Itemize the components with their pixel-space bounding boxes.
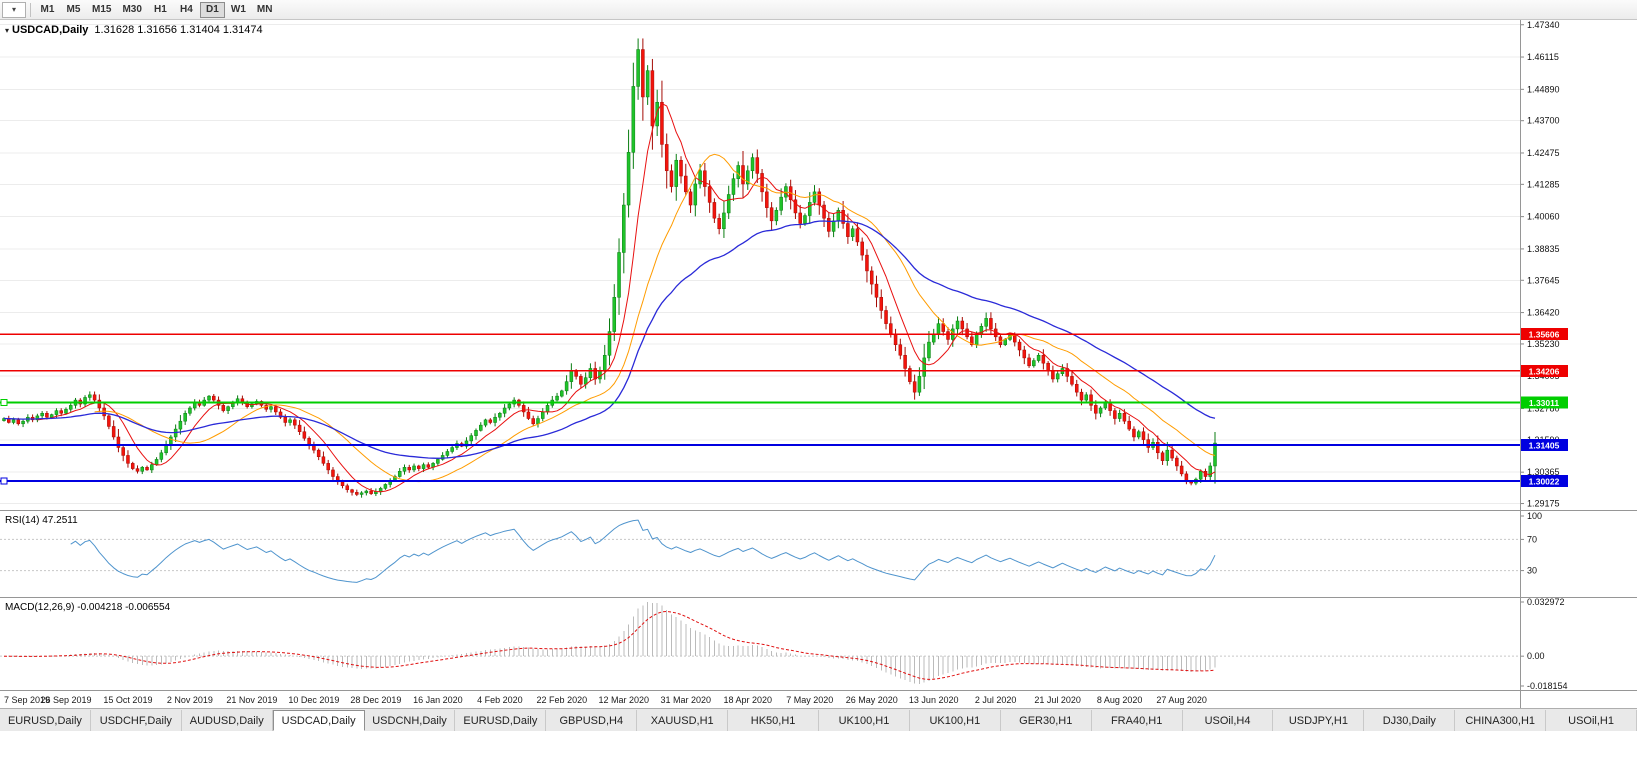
date-label: 8 Aug 2020 [1097, 695, 1143, 705]
svg-text:1.42475: 1.42475 [1527, 148, 1560, 158]
svg-text:1.30022: 1.30022 [1529, 477, 1560, 487]
svg-text:1.47340: 1.47340 [1527, 20, 1560, 30]
date-label: 2 Nov 2019 [167, 695, 213, 705]
price-tag [1520, 475, 1568, 488]
price-tag [1520, 396, 1568, 409]
svg-text:1.30365: 1.30365 [1527, 467, 1560, 477]
line-handle [0, 477, 8, 485]
ma-line-20 [94, 153, 1216, 483]
date-label: 7 May 2020 [786, 695, 833, 705]
ma-line-8 [37, 103, 1216, 493]
svg-text:1.46115: 1.46115 [1527, 52, 1559, 62]
rsi-line [70, 519, 1216, 583]
date-label: 16 Jan 2020 [413, 695, 463, 705]
timeframe-H1[interactable]: H1 [148, 2, 173, 18]
svg-text:1.38835: 1.38835 [1527, 244, 1560, 254]
date-label: 22 Feb 2020 [537, 695, 588, 705]
chart-tab-AUDUSD-Daily[interactable]: AUDUSD,Daily [181, 710, 273, 731]
chart-tab-USDCNH-Daily[interactable]: USDCNH,Daily [364, 710, 456, 731]
svg-text:1.32780: 1.32780 [1527, 404, 1560, 414]
svg-text:1.43700: 1.43700 [1527, 116, 1560, 126]
timeframe-buttons: M1 M5 M15 M30 H1 H4 D1 W1 MN [35, 1, 278, 18]
svg-text:1.35230: 1.35230 [1527, 339, 1560, 349]
date-label: 12 Mar 2020 [599, 695, 650, 705]
timeframe-H4[interactable]: H4 [174, 2, 199, 18]
svg-text:1.36420: 1.36420 [1527, 308, 1560, 318]
chart-tab-UK100-H1[interactable]: UK100,H1 [909, 710, 1001, 731]
svg-text:1.29175: 1.29175 [1527, 499, 1560, 509]
chart-tab-GER30-H1[interactable]: GER30,H1 [1000, 710, 1092, 731]
timeframe-W1[interactable]: W1 [226, 2, 251, 18]
timeframe-M5[interactable]: M5 [61, 2, 86, 18]
timeframe-MN[interactable]: MN [252, 2, 278, 18]
timeframe-D1[interactable]: D1 [199, 1, 225, 18]
rsi-axis-label: 70 [1527, 534, 1537, 544]
chart-tab-FRA40-H1[interactable]: FRA40,H1 [1091, 710, 1183, 731]
date-label: 26 Sep 2019 [40, 695, 91, 705]
horizontal-levels[interactable]: 1.35606 1.34206 1.33011 1.31405 1.30022 [0, 328, 1568, 488]
ma-line-45 [3, 220, 1216, 459]
svg-text:1.33011: 1.33011 [1529, 398, 1560, 408]
price-axis[interactable]: 1.47340 1.46115 1.44890 1.43700 1.42475 1.412… [1520, 20, 1560, 509]
svg-text:1.44890: 1.44890 [1527, 84, 1560, 94]
date-label: 21 Jul 2020 [1034, 695, 1081, 705]
toolbar-separator [30, 2, 31, 17]
bottom-spacer [0, 731, 1637, 765]
date-label: 27 Aug 2020 [1156, 695, 1207, 705]
chart-tab-EURUSD-Daily[interactable]: EURUSD,Daily [455, 710, 547, 731]
svg-text:1.31405: 1.31405 [1529, 440, 1560, 450]
date-label: 28 Dec 2019 [350, 695, 401, 705]
timeframe-M30[interactable]: M30 [117, 2, 146, 18]
chart-tab-USOil-H4[interactable]: USOil,H4 [1182, 710, 1274, 731]
chart-tab-bar: EURUSD,Daily USDCHF,Daily AUDUSD,Daily USDC… [0, 708, 1637, 731]
svg-text:1.41285: 1.41285 [1527, 179, 1560, 189]
chart-tab-EURUSD-Daily[interactable]: EURUSD,Daily [0, 710, 91, 731]
chart-tab-USDJPY-H1[interactable]: USDJPY,H1 [1273, 710, 1365, 731]
timeframe-M15[interactable]: M15 [87, 2, 116, 18]
date-label: 13 Jun 2020 [909, 695, 959, 705]
macd-axis-label: 0.00 [1527, 651, 1545, 661]
macd-histogram [8, 602, 1216, 684]
date-label: 31 Mar 2020 [661, 695, 712, 705]
svg-text:1.35606: 1.35606 [1529, 330, 1560, 340]
chart-tab-USDCAD-Daily[interactable]: USDCAD,Daily [272, 710, 365, 731]
rsi-axis-label: 100 [1527, 511, 1542, 521]
chart-tab-XAUUSD-H1[interactable]: XAUUSD,H1 [637, 710, 729, 731]
chart-tab-UK100-H1[interactable]: UK100,H1 [819, 710, 910, 731]
price-tag [1520, 364, 1568, 377]
candlestick-series [2, 38, 1217, 498]
svg-text:1.34206: 1.34206 [1529, 366, 1560, 376]
macd-axis-label: -0.018154 [1527, 681, 1568, 691]
grid-lines [0, 24, 1520, 505]
timeframe-M1[interactable]: M1 [35, 2, 60, 18]
chart-tab-DJ30-Daily[interactable]: DJ30,Daily [1364, 710, 1456, 731]
price-tag [1520, 438, 1568, 451]
date-label: 26 May 2020 [846, 695, 898, 705]
chart-tab-HK50-H1[interactable]: HK50,H1 [728, 710, 820, 731]
date-label: 2 Jul 2020 [975, 695, 1017, 705]
timeframe-dropdown[interactable]: ▾ [2, 1, 26, 18]
macd-axis-label: 0.032972 [1527, 597, 1565, 607]
macd-signal-line [4, 611, 1216, 680]
svg-text:1.40060: 1.40060 [1527, 212, 1560, 222]
chart-window: 1.47340 1.46115 1.44890 1.43700 1.42475 1.412… [0, 20, 1637, 708]
top-toolbar: ▾ M1 M5 M15 M30 H1 H4 D1 W1 MN [0, 0, 1637, 20]
date-label: 18 Apr 2020 [723, 695, 772, 705]
chevron-down-icon: ▾ [11, 5, 16, 14]
chart-tab-GBPUSD-H4[interactable]: GBPUSD,H4 [546, 710, 638, 731]
date-label: 21 Nov 2019 [226, 695, 277, 705]
date-label: 10 Dec 2019 [288, 695, 339, 705]
chart-tab-USDCHF-Daily[interactable]: USDCHF,Daily [90, 710, 182, 731]
price-tag [1520, 328, 1568, 341]
line-handle [0, 398, 8, 406]
chart-tab-CHINA300-H1[interactable]: CHINA300,H1 [1455, 710, 1547, 731]
rsi-axis-label: 30 [1527, 566, 1537, 576]
chart-canvas[interactable]: 1.47340 1.46115 1.44890 1.43700 1.42475 1.412… [0, 20, 1637, 708]
svg-text:1.37645: 1.37645 [1527, 275, 1560, 285]
date-label: 4 Feb 2020 [477, 695, 523, 705]
date-label: 7 Sep 2019 [4, 695, 50, 705]
chart-tab-USOil-H1[interactable]: USOil,H1 [1546, 710, 1637, 731]
date-label: 15 Oct 2019 [103, 695, 152, 705]
